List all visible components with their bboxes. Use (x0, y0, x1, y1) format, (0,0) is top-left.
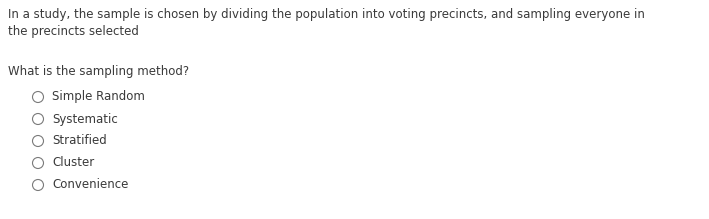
Circle shape (33, 113, 43, 124)
Circle shape (33, 136, 43, 147)
Text: Cluster: Cluster (52, 157, 94, 170)
Text: Simple Random: Simple Random (52, 90, 145, 104)
Circle shape (33, 180, 43, 191)
Text: Systematic: Systematic (52, 113, 118, 125)
Text: What is the sampling method?: What is the sampling method? (8, 65, 189, 78)
Circle shape (33, 92, 43, 102)
Text: In a study, the sample is chosen by dividing the population into voting precinct: In a study, the sample is chosen by divi… (8, 8, 645, 39)
Text: Stratified: Stratified (52, 134, 107, 148)
Text: Convenience: Convenience (52, 178, 128, 191)
Circle shape (33, 157, 43, 168)
